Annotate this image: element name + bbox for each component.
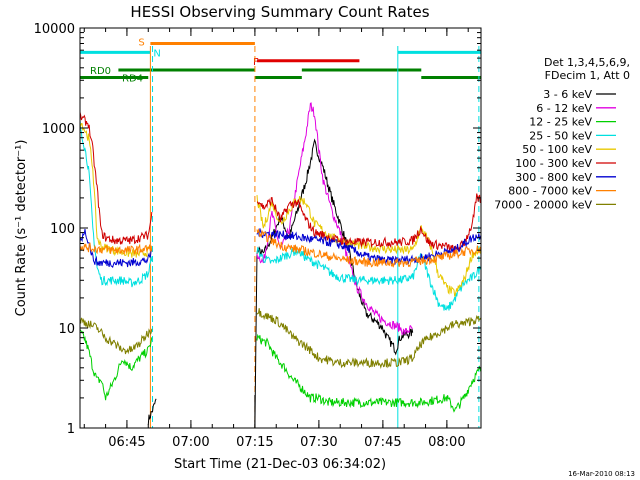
legend-entry-label: 100 - 300 keV bbox=[515, 157, 592, 170]
series-line bbox=[80, 227, 481, 269]
series-line bbox=[80, 111, 481, 254]
series-line bbox=[80, 308, 481, 370]
y-tick-label: 10 bbox=[58, 322, 75, 337]
state-flag-label: S bbox=[138, 37, 144, 48]
chart-title: HESSI Observing Summary Count Rates bbox=[130, 3, 429, 21]
x-tick-label: 07:30 bbox=[300, 435, 337, 450]
state-flag-label: F bbox=[253, 57, 259, 68]
legend: Det 1,3,4,5,6,9,FDecim 1, Att 0 3 - 6 keV… bbox=[494, 56, 630, 211]
legend-entry-label: 7000 - 20000 keV bbox=[494, 198, 592, 211]
y-tick-label: 10000 bbox=[34, 22, 75, 37]
x-tick-label: 07:45 bbox=[364, 435, 401, 450]
series-line bbox=[80, 329, 481, 413]
state-flags: SN F RD0 RD4 bbox=[80, 37, 481, 84]
y-tick-label: 1 bbox=[67, 422, 75, 437]
state-flag-label: RD0 bbox=[90, 66, 111, 77]
legend-header: FDecim 1, Att 0 bbox=[545, 69, 630, 82]
legend-entry-label: 300 - 800 keV bbox=[515, 171, 592, 184]
legend-entry-label: 50 - 100 keV bbox=[522, 143, 592, 156]
legend-entry-label: 25 - 50 keV bbox=[529, 129, 592, 142]
legend-entry-label: 800 - 7000 keV bbox=[508, 185, 592, 198]
x-tick-label: 07:15 bbox=[236, 435, 273, 450]
legend-entry-label: 6 - 12 keV bbox=[536, 102, 592, 115]
state-flag-label: N bbox=[153, 48, 160, 59]
series-line bbox=[256, 102, 413, 336]
series-line bbox=[80, 120, 481, 311]
x-tick-label: 06:45 bbox=[108, 435, 145, 450]
x-axis-label: Start Time (21-Dec-03 06:34:02) bbox=[174, 457, 386, 472]
x-tick-label: 07:00 bbox=[172, 435, 209, 450]
legend-entry-label: 3 - 6 keV bbox=[543, 88, 592, 101]
axes: 06:45 07:00 07:15 07:30 07:45 08:00 1 10 100 1000… bbox=[34, 22, 481, 450]
y-axis-label: Count Rate (s⁻¹ detector⁻¹) bbox=[14, 140, 29, 317]
y-tick-label: 1000 bbox=[42, 122, 75, 137]
series-lines bbox=[80, 102, 481, 428]
state-flag-label: RD4 bbox=[122, 73, 143, 84]
date-stamp: 16-Mar-2010 08:13 bbox=[568, 470, 635, 478]
y-tick-label: 100 bbox=[50, 222, 75, 237]
legend-header: Det 1,3,4,5,6,9, bbox=[544, 56, 630, 69]
x-tick-label: 08:00 bbox=[428, 435, 465, 450]
series-line bbox=[80, 123, 481, 297]
legend-entry-label: 12 - 25 keV bbox=[529, 116, 592, 129]
